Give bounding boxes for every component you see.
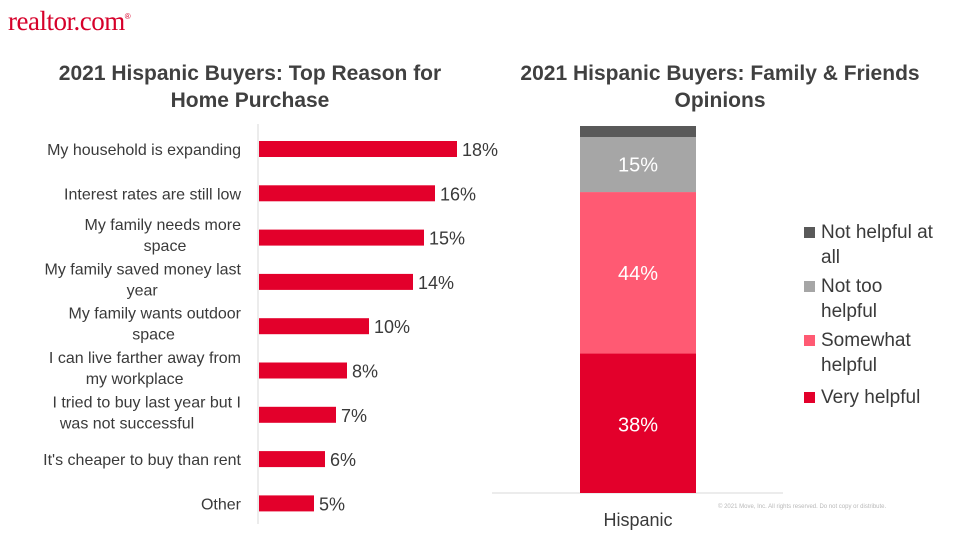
reason-category-label: My family needs more space: [85, 217, 242, 255]
reason-category-label: My family wants outdoor space: [68, 306, 241, 344]
opinion-segment-label: 38%: [618, 415, 658, 437]
registered-mark: ®: [124, 12, 131, 21]
reason-bar: [259, 185, 435, 202]
opinion-segment-label: 44%: [618, 263, 658, 285]
reason-bar: [259, 406, 336, 423]
reason-bar: [259, 141, 457, 157]
opinions-chart-title: 2021 Hispanic Buyers: Family & Friends O…: [520, 62, 920, 112]
reason-value-label: 8%: [352, 362, 378, 382]
legend-swatch: [804, 281, 815, 292]
reason-bar: [259, 495, 314, 512]
reason-category-line: space: [144, 238, 187, 255]
opinion-segment: [580, 137, 696, 193]
legend-swatch: [804, 392, 815, 403]
legend-swatch: [804, 227, 815, 238]
opinion-segment: [580, 192, 696, 354]
legend-swatch: [804, 335, 815, 346]
reason-category-line: I can live farther away from: [49, 350, 241, 367]
legend-label: Not helpful at all: [821, 222, 934, 268]
reason-value-label: 16%: [440, 184, 476, 204]
reason-bar: [259, 273, 413, 290]
opinion-segment-label: 15%: [618, 155, 658, 177]
reason-category-line: Interest rates are still low: [64, 186, 241, 203]
reason-category-line: my workplace: [86, 371, 184, 388]
reason-category-label: My household is expanding: [47, 142, 241, 159]
reason-value-label: 18%: [462, 140, 498, 160]
legend-label-line: Somewhat: [821, 330, 911, 351]
reason-category-label: I can live farther away from my workplace: [49, 350, 241, 388]
reason-bar: [259, 451, 325, 468]
legend-label-line: helpful: [821, 301, 877, 322]
reason-category-line: My family saved money last: [44, 261, 241, 278]
reason-category-label: I tried to buy last year but I was not su…: [52, 394, 241, 432]
copyright-footer: © 2021 Move, Inc. All rights reserved. D…: [718, 504, 887, 510]
reason-category-line: My family wants outdoor: [68, 306, 241, 323]
legend-label-line: helpful: [821, 355, 877, 376]
reasons-chart-title: 2021 Hispanic Buyers: Top Reason for Hom…: [58, 62, 442, 112]
realtor-logo: realtor.com®: [8, 6, 131, 37]
reason-category-label: Other: [201, 496, 242, 513]
legend-label: Somewhat helpful: [821, 330, 911, 376]
reason-value-label: 15%: [429, 229, 465, 249]
legend-label-line: Not too: [821, 276, 882, 297]
legend-label: Very helpful: [821, 387, 920, 408]
reason-category-line: year: [127, 282, 159, 299]
legend-label-line: Not helpful at: [821, 222, 934, 243]
legend-label-line: Very helpful: [821, 387, 920, 408]
reason-category-label: Interest rates are still low: [64, 186, 241, 203]
reason-category-line: My family needs more: [85, 217, 242, 234]
reason-category-line: was not successful: [59, 415, 194, 432]
reason-category-label: It's cheaper to buy than rent: [43, 452, 241, 469]
opinion-segment: [580, 126, 696, 138]
reason-bar: [259, 318, 369, 335]
reason-category-line: I tried to buy last year but I: [52, 394, 241, 411]
reason-value-label: 5%: [319, 494, 345, 514]
reason-bar: [259, 362, 347, 379]
opinion-segment: [580, 353, 696, 493]
reason-value-label: 7%: [341, 406, 367, 426]
reason-category-label: My family saved money last year: [44, 261, 241, 299]
legend-label: Not too helpful: [821, 276, 882, 322]
reason-category-line: space: [132, 327, 175, 344]
legend-label-line: all: [821, 247, 840, 268]
logo-text: realtor.com: [8, 6, 125, 36]
x-category-label: Hispanic: [603, 510, 672, 530]
reason-category-line: Other: [201, 496, 242, 513]
reason-bar: [259, 229, 424, 246]
reason-value-label: 14%: [418, 273, 454, 293]
reason-value-label: 10%: [374, 317, 410, 337]
reason-value-label: 6%: [330, 450, 356, 470]
reason-category-line: My household is expanding: [47, 142, 241, 159]
reason-category-line: It's cheaper to buy than rent: [43, 452, 241, 469]
